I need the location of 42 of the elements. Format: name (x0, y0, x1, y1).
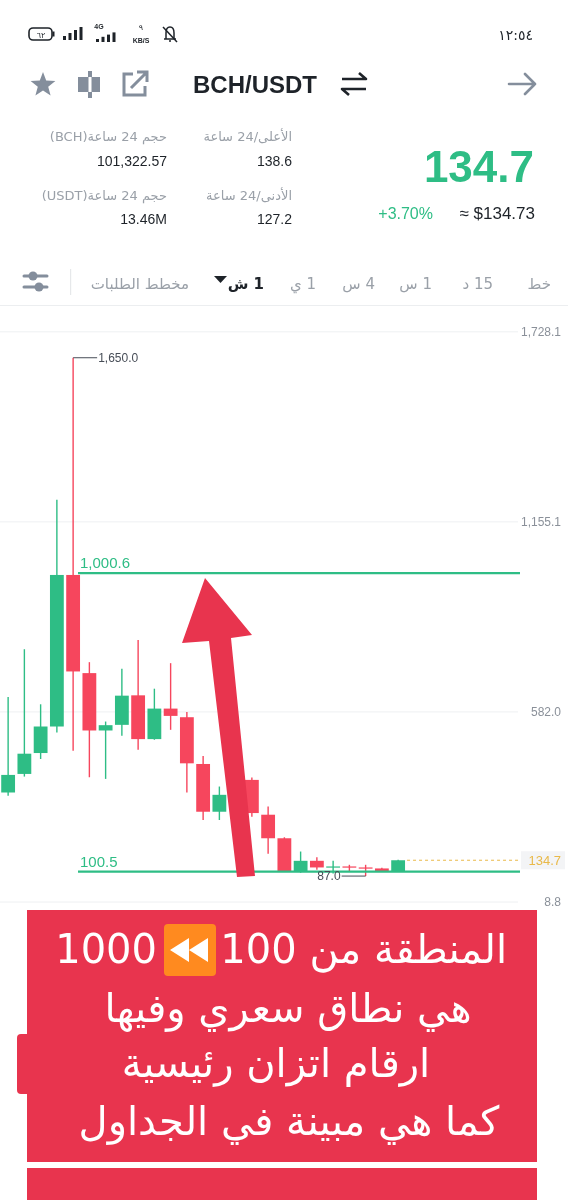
text: 1000 (55, 926, 157, 972)
text: هي نطاق سعري وفيها (104, 985, 472, 1032)
text: 138.6 (256, 153, 293, 169)
candlestick (1, 696, 16, 797)
text: 1 ش (227, 275, 264, 293)
text: ٦٢ (36, 30, 46, 40)
text: 13.46M (120, 211, 167, 227)
candlestick (261, 805, 276, 855)
annotation: 87.0 (317, 869, 341, 884)
text: 1 س (399, 275, 432, 293)
annotation: 1,650.0 (98, 350, 139, 365)
text: ٩ (138, 23, 144, 32)
candlestick (17, 648, 32, 778)
text: مخطط الطلبات (90, 275, 189, 293)
candlestick (98, 720, 113, 780)
text: 101,322.57 (96, 153, 168, 169)
ref-line-label: 134.7 (528, 852, 561, 868)
text: خط (527, 275, 551, 293)
text: الأعلى/24 ساعة (203, 128, 292, 144)
text: +3.70% (378, 205, 433, 222)
text: ≈ $134.73 (459, 204, 535, 223)
text: ١٢:٥٤ (498, 27, 533, 43)
y-tick-label: 1,728.1 (520, 325, 562, 340)
text: 1 ي (289, 275, 316, 294)
text: المنطقة من 100 (220, 926, 507, 973)
text: 4 س (342, 275, 375, 293)
ref-line-label: 100.5 (80, 852, 118, 870)
text: كما هي مبينة في الجداول (78, 1098, 501, 1145)
candlestick (163, 662, 178, 731)
y-tick-label: 8.8 (544, 895, 562, 910)
text: حجم 24 ساعة(BCH) (49, 129, 167, 145)
text: 134.7 (423, 142, 534, 191)
ref-line-label: 1,000.6 (80, 554, 131, 572)
text: الأدنى/24 ساعة (206, 187, 292, 203)
y-tick-label: 582.0 (530, 705, 562, 720)
text: حجم 24 ساعة(USDT) (41, 188, 167, 204)
candlestick (212, 785, 227, 821)
text: 127.2 (256, 211, 293, 227)
text: ارقام اتزان رئيسية (121, 1040, 431, 1087)
y-tick-label: 1,155.1 (520, 515, 562, 530)
text: 15 د (462, 275, 493, 293)
chart-title: BCH/USDT (193, 71, 318, 98)
